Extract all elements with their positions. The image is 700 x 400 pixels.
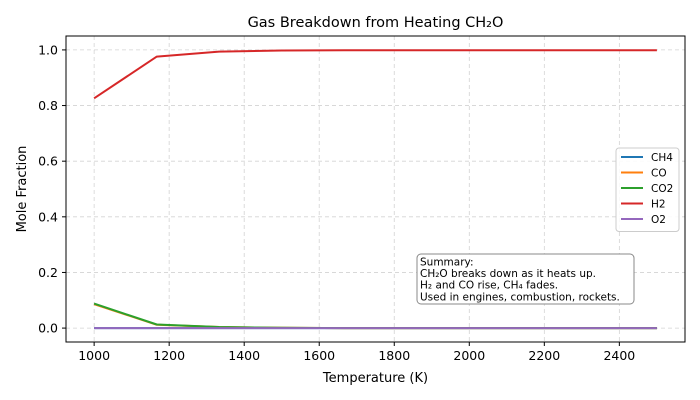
y-tick-label: 1.0 xyxy=(38,42,58,57)
annotation-box xyxy=(416,253,635,305)
series-line-co2 xyxy=(93,302,657,330)
y-tick-label: 0.4 xyxy=(38,209,58,224)
x-tick-label: 2400 xyxy=(603,348,635,363)
plot-frame xyxy=(65,35,686,343)
series-lines xyxy=(93,49,657,330)
y-tick-label: 0.8 xyxy=(38,98,58,113)
x-tick-label: 2200 xyxy=(528,348,560,363)
y-tick-label: 0.6 xyxy=(38,154,58,169)
axis-ticks: 1000 1200 1400 1600 1800 2000 2200 2400 0.0 0.2 0.… xyxy=(38,42,635,363)
y-tick-label: 0.2 xyxy=(38,265,58,280)
series-line-h2 xyxy=(93,49,657,100)
x-tick-label: 2000 xyxy=(453,348,485,363)
y-axis-label: Mole Fraction xyxy=(15,146,30,233)
y-tick-label: 0.0 xyxy=(38,321,58,336)
chart-title: Gas Breakdown from Heating CH₂O xyxy=(248,15,504,31)
legend-label-co2: CO2 xyxy=(651,183,673,195)
x-tick-label: 1400 xyxy=(228,348,260,363)
x-axis-label: Temperature (K) xyxy=(322,371,428,386)
summary-annotation: Summary:CH₂O breaks down as it heats up.… xyxy=(416,253,635,305)
x-tick-label: 1000 xyxy=(78,348,110,363)
legend-label-co: CO xyxy=(651,167,667,179)
x-tick-label: 1200 xyxy=(153,348,185,363)
annotation-line: Summary: xyxy=(420,257,474,269)
annotation-line: CH₂O breaks down as it heats up. xyxy=(420,268,596,280)
x-tick-label: 1600 xyxy=(303,348,335,363)
legend-label-o2: O2 xyxy=(651,214,666,226)
legend-box xyxy=(615,147,680,232)
annotation-line: Used in engines, combustion, rockets. xyxy=(420,291,620,303)
legend-label-h2: H2 xyxy=(651,198,666,210)
x-tick-label: 1800 xyxy=(378,348,410,363)
annotation-line: H₂ and CO rise, CH₄ fades. xyxy=(420,280,558,292)
legend-label-ch4: CH4 xyxy=(651,152,673,164)
legend: CH4 CO CO2 H2 O2 xyxy=(615,147,680,232)
